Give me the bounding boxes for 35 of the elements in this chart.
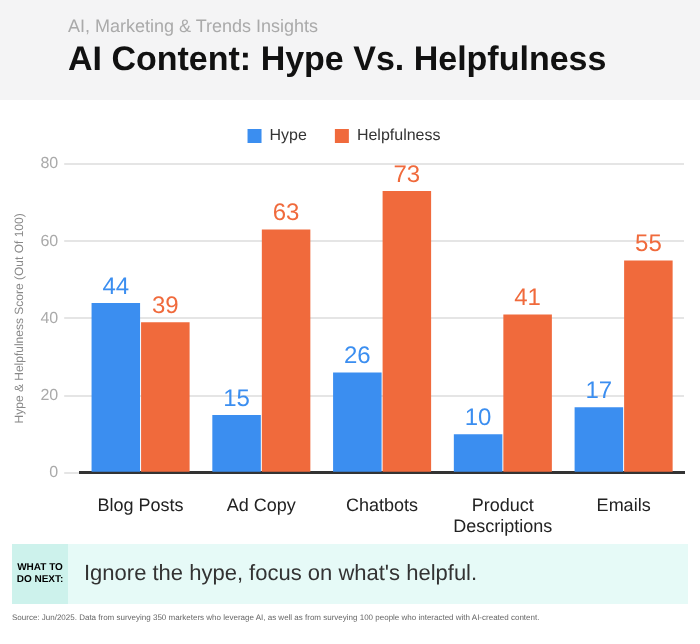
bar — [261, 229, 311, 472]
data-label: 39 — [151, 290, 180, 319]
bar — [574, 407, 624, 472]
bar — [91, 302, 141, 472]
y-tick-label: 0 — [49, 463, 60, 482]
text: Ignore the hype, focus on what's helpful. — [84, 562, 478, 586]
y-tick-label: 80 — [40, 154, 60, 173]
data-label: 73 — [393, 159, 421, 188]
bar — [212, 414, 261, 472]
data-label: 44 — [102, 271, 130, 300]
y-tick-label: 60 — [40, 231, 60, 250]
bar — [503, 314, 552, 472]
data-label: 10 — [464, 402, 493, 431]
chart-title: AI Content: Hype Vs. Helpfulness — [68, 40, 609, 80]
bar — [382, 191, 432, 472]
x-tick-label: Blog Posts — [97, 494, 185, 515]
data-label: 26 — [343, 341, 372, 370]
bar — [333, 372, 382, 472]
x-tick-label: Product Descriptions — [453, 494, 554, 537]
data-label: 41 — [514, 283, 542, 312]
data-label: 17 — [585, 375, 613, 404]
data-label: 15 — [223, 383, 251, 412]
bar — [453, 434, 503, 472]
bar — [141, 322, 190, 472]
chart-subtitle: AI, Marketing & Trends Insights — [68, 16, 321, 36]
y-tick-label: 20 — [40, 386, 60, 405]
bar — [624, 260, 673, 472]
x-tick-label: Chatbots — [346, 494, 420, 515]
data-label: 63 — [272, 198, 301, 227]
x-tick-label: Emails — [596, 494, 652, 515]
x-tick-label: Ad Copy — [226, 494, 297, 515]
y-tick-label: 40 — [40, 308, 60, 327]
data-label: 55 — [635, 229, 663, 258]
legend-label: Helpfulness — [356, 126, 441, 145]
legend-label: Hype — [269, 126, 308, 145]
